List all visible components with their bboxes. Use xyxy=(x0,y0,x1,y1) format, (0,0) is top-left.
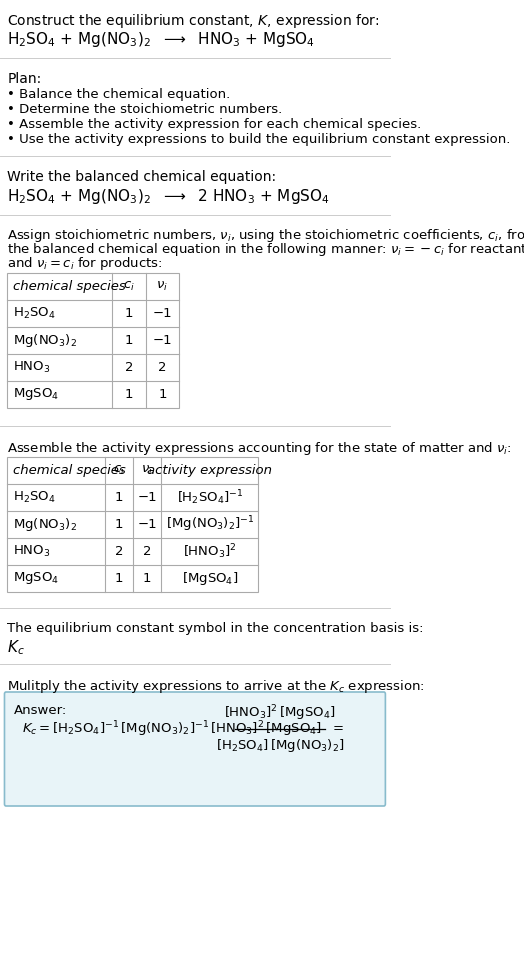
Text: MgSO$_4$: MgSO$_4$ xyxy=(14,571,60,587)
Text: 2: 2 xyxy=(143,545,151,558)
Text: chemical species: chemical species xyxy=(14,464,126,477)
Text: 2: 2 xyxy=(158,361,167,374)
FancyBboxPatch shape xyxy=(5,692,385,806)
Text: $\nu_i$: $\nu_i$ xyxy=(141,464,153,477)
Text: Assign stoichiometric numbers, $\nu_i$, using the stoichiometric coefficients, $: Assign stoichiometric numbers, $\nu_i$, … xyxy=(7,227,524,244)
Bar xyxy=(7,273,179,408)
Text: 1: 1 xyxy=(125,307,133,320)
Text: [H$_2$SO$_4$]$^{-1}$: [H$_2$SO$_4$]$^{-1}$ xyxy=(177,488,243,507)
Text: • Assemble the activity expression for each chemical species.: • Assemble the activity expression for e… xyxy=(7,118,422,131)
Text: −1: −1 xyxy=(137,518,157,531)
Text: $\nu_i$: $\nu_i$ xyxy=(157,280,168,293)
Text: H$_2$SO$_4$: H$_2$SO$_4$ xyxy=(14,490,56,505)
Text: • Balance the chemical equation.: • Balance the chemical equation. xyxy=(7,88,231,101)
Text: $c_i$: $c_i$ xyxy=(123,280,135,293)
Text: 1: 1 xyxy=(115,491,123,504)
Text: 1: 1 xyxy=(158,388,167,401)
Text: Mulitply the activity expressions to arrive at the $K_c$ expression:: Mulitply the activity expressions to arr… xyxy=(7,678,425,695)
Text: [Mg(NO$_3$)$_2$]$^{-1}$: [Mg(NO$_3$)$_2$]$^{-1}$ xyxy=(166,515,254,534)
Text: Write the balanced chemical equation:: Write the balanced chemical equation: xyxy=(7,170,277,184)
Text: Plan:: Plan: xyxy=(7,72,42,86)
Text: [MgSO$_4$]: [MgSO$_4$] xyxy=(182,570,238,587)
Text: −1: −1 xyxy=(152,334,172,347)
Text: MgSO$_4$: MgSO$_4$ xyxy=(14,386,60,403)
Text: H$_2$SO$_4$ + Mg(NO$_3$)$_2$  $\longrightarrow$  HNO$_3$ + MgSO$_4$: H$_2$SO$_4$ + Mg(NO$_3$)$_2$ $\longright… xyxy=(7,30,315,49)
Text: Mg(NO$_3$)$_2$: Mg(NO$_3$)$_2$ xyxy=(14,516,78,533)
Text: 1: 1 xyxy=(125,334,133,347)
Text: Answer:: Answer: xyxy=(14,704,67,717)
Text: 1: 1 xyxy=(115,572,123,585)
Text: [HNO$_3$]$^2$: [HNO$_3$]$^2$ xyxy=(183,542,237,561)
Text: Assemble the activity expressions accounting for the state of matter and $\nu_i$: Assemble the activity expressions accoun… xyxy=(7,440,512,457)
Text: the balanced chemical equation in the following manner: $\nu_i = -c_i$ for react: the balanced chemical equation in the fo… xyxy=(7,241,524,258)
Text: $c_i$: $c_i$ xyxy=(113,464,125,477)
Text: activity expression: activity expression xyxy=(147,464,272,477)
Text: 2: 2 xyxy=(125,361,133,374)
Text: 1: 1 xyxy=(143,572,151,585)
Text: chemical species: chemical species xyxy=(14,280,126,293)
Text: $K_c = \mathrm{[H_2SO_4]^{-1}\,[Mg(NO_3)_2]^{-1}\,[HNO_3]^2\,[MgSO_4]}$  $=$: $K_c = \mathrm{[H_2SO_4]^{-1}\,[Mg(NO_3)… xyxy=(23,719,344,738)
Text: $K_c$: $K_c$ xyxy=(7,638,25,657)
Text: $\mathrm{[HNO_3]^2\,[MgSO_4]}$: $\mathrm{[HNO_3]^2\,[MgSO_4]}$ xyxy=(224,703,336,723)
Text: −1: −1 xyxy=(152,307,172,320)
Text: 2: 2 xyxy=(115,545,123,558)
Text: 1: 1 xyxy=(115,518,123,531)
Text: $\mathrm{[H_2SO_4]\,[Mg(NO_3)_2]}$: $\mathrm{[H_2SO_4]\,[Mg(NO_3)_2]}$ xyxy=(216,737,344,754)
Text: H$_2$SO$_4$ + Mg(NO$_3$)$_2$  $\longrightarrow$  2 HNO$_3$ + MgSO$_4$: H$_2$SO$_4$ + Mg(NO$_3$)$_2$ $\longright… xyxy=(7,187,330,206)
Text: Mg(NO$_3$)$_2$: Mg(NO$_3$)$_2$ xyxy=(14,332,78,349)
Text: and $\nu_i = c_i$ for products:: and $\nu_i = c_i$ for products: xyxy=(7,255,163,272)
Text: • Use the activity expressions to build the equilibrium constant expression.: • Use the activity expressions to build … xyxy=(7,133,511,146)
Text: HNO$_3$: HNO$_3$ xyxy=(14,360,51,375)
Text: The equilibrium constant symbol in the concentration basis is:: The equilibrium constant symbol in the c… xyxy=(7,622,424,635)
Text: Construct the equilibrium constant, $K$, expression for:: Construct the equilibrium constant, $K$,… xyxy=(7,12,380,30)
Bar xyxy=(7,457,258,592)
Text: H$_2$SO$_4$: H$_2$SO$_4$ xyxy=(14,306,56,321)
Text: HNO$_3$: HNO$_3$ xyxy=(14,544,51,559)
Text: −1: −1 xyxy=(137,491,157,504)
Text: • Determine the stoichiometric numbers.: • Determine the stoichiometric numbers. xyxy=(7,103,283,116)
Text: 1: 1 xyxy=(125,388,133,401)
